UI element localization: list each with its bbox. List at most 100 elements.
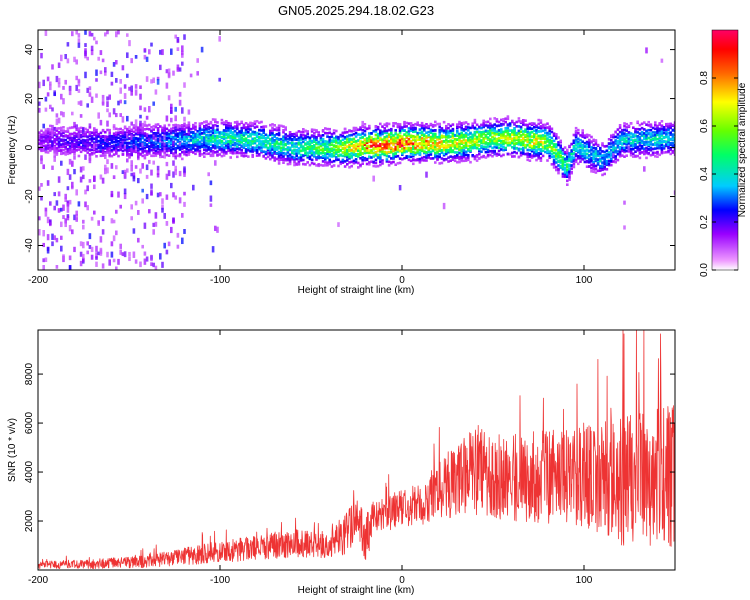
heatmap-cell [194,125,197,128]
heatmap-cell [634,130,637,133]
heatmap-cell [198,154,202,157]
heatmap-cell [649,132,653,135]
heatmap-cell [49,144,52,147]
heatmap-cell [227,126,230,129]
heatmap-cell [614,130,617,134]
heatmap-cell [275,128,279,131]
heatmap-cell [445,144,448,147]
heatmap-cell [150,126,153,129]
heatmap-cell [544,147,547,150]
heatmap-cell [253,130,257,134]
heatmap-cell [90,246,94,253]
heatmap-cell [645,136,648,139]
heatmap-cell [588,138,591,142]
heatmap-cell [44,136,48,139]
heatmap-cell [110,190,114,197]
heatmap-cell [588,134,591,137]
heatmap-cell [176,154,180,158]
heatmap-cell [71,126,74,129]
heatmap-cell [583,141,587,145]
heatmap-cell [585,133,589,137]
heatmap-cell [379,146,382,150]
heatmap-cell [299,133,303,137]
heatmap-cell [335,145,338,149]
heatmap-cell [152,229,155,235]
heatmap-cell [192,151,195,154]
heatmap-cell [77,89,81,93]
heatmap-cell [310,130,314,133]
heatmap-cell [66,206,70,213]
heatmap-cell [522,151,525,155]
heatmap-cell [46,135,50,138]
heatmap-cell [143,138,147,142]
heatmap-cell [497,153,501,156]
heatmap-cell [286,154,290,158]
heatmap-cell [530,139,534,142]
heatmap-cell [302,137,305,140]
heatmap-cell [480,155,483,159]
heatmap-cell [108,259,111,266]
heatmap-cell [414,146,417,150]
heatmap-cell [354,149,358,152]
heatmap-cell [354,144,358,148]
heatmap-cell [194,140,197,144]
heatmap-cell [163,124,166,127]
heatmap-cell [447,160,450,163]
heatmap-cell [205,127,208,130]
heatmap-cell [357,161,360,165]
heatmap-cell [460,128,463,132]
heatmap-cell [412,158,415,161]
heatmap-cell [203,131,206,134]
heatmap-cell [60,129,63,132]
heatmap-cell [392,152,395,156]
heatmap-cell [390,161,393,164]
heatmap-cell [328,127,331,131]
heatmap-cell [440,145,444,148]
heatmap-cell [669,143,672,146]
heatmap-cell [359,128,362,131]
heatmap-cell [484,124,488,127]
heatmap-cell [95,150,98,153]
heatmap-cell [132,251,136,258]
heatmap-cell [167,144,171,148]
heatmap-cell [216,134,219,138]
heatmap-cell [93,184,96,190]
heatmap-cell [418,135,422,139]
heatmap-cell [662,135,666,139]
heatmap-cell [539,125,543,128]
heatmap-cell [662,131,666,134]
heatmap-cell [75,143,78,146]
heatmap-cell [594,147,598,150]
heatmap-cell [546,137,549,140]
heatmap-cell [42,258,45,263]
heatmap-cell [513,133,516,137]
heatmap-cell [51,107,54,112]
heatmap-cell [445,135,448,139]
heatmap-cell [508,152,512,156]
heatmap-cell [302,133,305,137]
heatmap-cell [453,147,457,150]
heatmap-cell [673,190,675,195]
heatmap-cell [44,96,48,102]
heatmap-cell [533,146,536,149]
heatmap-cell [233,138,237,142]
heatmap-cell [343,160,347,163]
heatmap-cell [436,144,439,147]
heatmap-cell [343,151,347,154]
heatmap-cell [302,130,305,134]
heatmap-cell [612,151,615,154]
heatmap-cell [207,143,210,146]
heatmap-cell [541,123,545,127]
heatmap-cell [656,144,659,148]
heatmap-cell [401,147,404,150]
heatmap-cell [57,176,61,183]
heatmap-cell [385,144,389,148]
heatmap-cell [170,117,173,123]
heatmap-cell [218,36,221,42]
heatmap-cell [403,156,406,160]
heatmap-cell [249,147,252,151]
heatmap-cell [95,261,98,267]
heatmap-cell [62,129,65,132]
heatmap-cell [220,150,224,154]
heatmap-cell [112,137,116,141]
